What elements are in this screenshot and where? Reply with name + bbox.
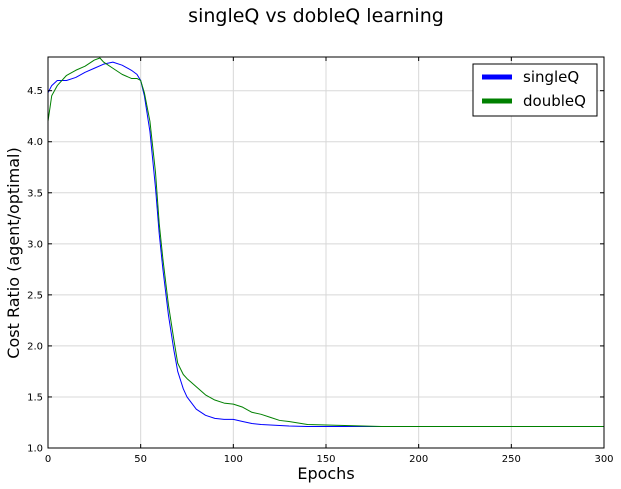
chart-title: singleQ vs dobleQ learning xyxy=(188,5,444,27)
axis-ticks: 0 50 100 150 200 250 300 1.0 1.5 2.0 2.5 3.0 3.5 4.0 4… xyxy=(27,57,614,465)
y-tick-label: 1.5 xyxy=(27,392,43,403)
x-tick-label: 250 xyxy=(502,454,521,465)
y-axis-label: Cost Ratio (agent/optimal) xyxy=(4,147,23,358)
legend: singleQ doubleQ xyxy=(472,63,598,117)
series-line-singleq xyxy=(47,61,604,428)
legend-label-doubleq: doubleQ xyxy=(523,92,586,110)
y-tick-label: 2.5 xyxy=(27,290,43,301)
x-tick-label: 150 xyxy=(316,454,335,465)
x-tick-label: 200 xyxy=(409,454,428,465)
y-tick-label: 1.0 xyxy=(27,444,43,455)
x-tick-label: 50 xyxy=(134,454,147,465)
legend-label-singleq: singleQ xyxy=(523,68,579,86)
x-axis-label: Epochs xyxy=(297,464,354,483)
y-tick-label: 3.0 xyxy=(27,239,43,250)
x-tick-label: 100 xyxy=(224,454,243,465)
x-tick-label: 300 xyxy=(594,454,613,465)
y-tick-label: 3.5 xyxy=(27,188,43,199)
grid-lines xyxy=(48,57,604,448)
y-tick-label: 4.5 xyxy=(27,86,43,97)
legend-box xyxy=(472,63,598,117)
x-tick-label: 0 xyxy=(45,454,51,465)
series-line-doubleq xyxy=(47,57,604,428)
y-tick-label: 4.0 xyxy=(27,137,43,148)
series-layer xyxy=(47,57,604,428)
y-tick-label: 2.0 xyxy=(27,341,43,352)
